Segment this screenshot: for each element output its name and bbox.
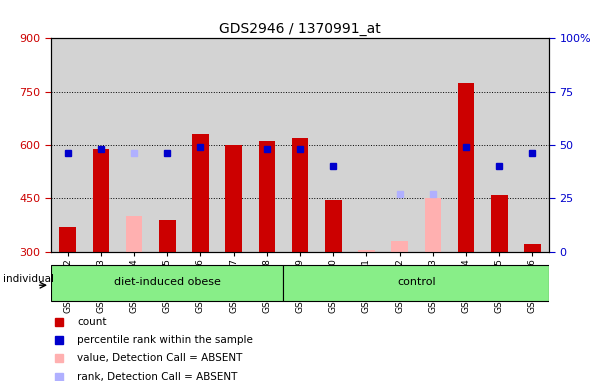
Title: GDS2946 / 1370991_at: GDS2946 / 1370991_at (219, 22, 381, 36)
Bar (226, 145, 242, 252)
Bar (159, 220, 176, 252)
Bar (325, 200, 341, 252)
Bar (425, 198, 441, 252)
FancyBboxPatch shape (51, 265, 283, 301)
Text: control: control (397, 277, 436, 287)
Text: count: count (77, 317, 107, 327)
Bar (192, 134, 209, 252)
Bar (259, 141, 275, 252)
Bar (458, 83, 475, 252)
Bar (524, 245, 541, 252)
Bar (92, 149, 109, 252)
Text: value, Detection Call = ABSENT: value, Detection Call = ABSENT (77, 353, 242, 363)
Text: rank, Detection Call = ABSENT: rank, Detection Call = ABSENT (77, 371, 238, 382)
Bar (358, 250, 375, 252)
Text: individual: individual (2, 274, 53, 284)
Bar (59, 227, 76, 252)
FancyBboxPatch shape (283, 265, 549, 301)
Bar (491, 195, 508, 252)
Bar (391, 241, 408, 252)
Bar (292, 138, 308, 252)
Text: diet-induced obese: diet-induced obese (114, 277, 221, 287)
Text: percentile rank within the sample: percentile rank within the sample (77, 335, 253, 345)
Bar (126, 216, 142, 252)
